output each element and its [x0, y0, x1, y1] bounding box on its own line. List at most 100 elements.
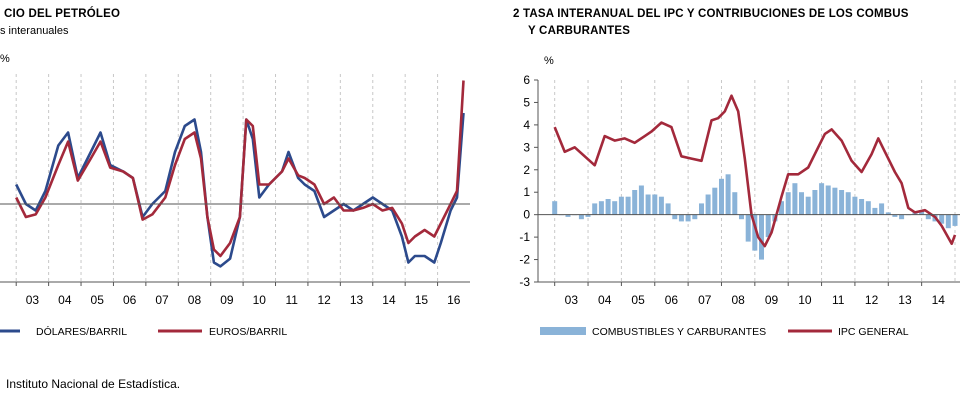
left-x-tick-label: 06 — [123, 293, 137, 307]
combustibles-bar — [732, 192, 738, 215]
left-x-tick-label: 10 — [253, 293, 267, 307]
right-x-tick-label: 11 — [832, 293, 845, 307]
right-lines — [553, 94, 957, 248]
right-x-tick-label: 07 — [698, 293, 712, 307]
right-unit-label: % — [544, 55, 554, 67]
combustibles-bar — [825, 185, 831, 215]
combustibles-bar — [652, 194, 658, 215]
right-x-tick-label: 12 — [865, 293, 879, 307]
combustibles-bar — [785, 192, 791, 215]
series-line-dollars — [15, 112, 465, 268]
combustibles-bar — [885, 212, 891, 215]
combustibles-bar — [919, 210, 925, 215]
left-lines — [15, 80, 465, 268]
combustibles-bar — [692, 214, 698, 220]
combustibles-bar — [672, 214, 678, 220]
combustibles-bar — [565, 214, 571, 217]
combustibles-bar — [632, 190, 638, 215]
combustibles-bar — [585, 214, 591, 217]
combustibles-bar — [658, 196, 664, 215]
combustibles-bar — [665, 203, 671, 215]
combustibles-bar — [712, 187, 718, 215]
series-line-euros — [15, 80, 465, 258]
combustibles-bar — [699, 203, 704, 215]
combustibles-bar — [618, 196, 624, 215]
left-x-tick-label: 05 — [91, 293, 105, 307]
right-x-tick-label: 03 — [565, 293, 579, 307]
combustibles-bar — [759, 214, 764, 260]
left-chart-subtitle: s interanuales — [0, 25, 69, 37]
left-unit-label: % — [0, 53, 10, 65]
combustibles-bar — [892, 214, 898, 217]
combustibles-bar — [939, 214, 945, 224]
combustibles-bar — [832, 187, 838, 215]
right-y-tick-label: 4 — [523, 118, 530, 132]
left-legend: DÓLARES/BARRIL EUROS/BARRIL — [0, 325, 287, 338]
combustibles-bar — [779, 201, 784, 215]
combustibles-bar — [592, 203, 598, 215]
left-x-tick-label: 11 — [285, 293, 298, 307]
right-x-tick-label: 10 — [798, 293, 812, 307]
right-x-tick-label: 05 — [631, 293, 645, 307]
right-x-tick-label: 04 — [598, 293, 612, 307]
combustibles-bar — [925, 214, 931, 220]
combustibles-bar — [945, 214, 951, 229]
combustibles-bar — [645, 194, 651, 215]
combustibles-bar — [765, 214, 771, 238]
combustibles-bar — [739, 214, 744, 220]
right-x-tick-label: 08 — [731, 293, 745, 307]
combustibles-bar — [752, 214, 758, 251]
combustibles-bar — [678, 214, 684, 222]
right-x-tick-label: 06 — [665, 293, 679, 307]
right-chart-title-line2: Y CARBURANTES — [528, 25, 630, 37]
combustibles-bar — [638, 185, 644, 215]
left-x-tick-label: 08 — [188, 293, 202, 307]
combustibles-bar — [845, 192, 851, 215]
right-legend: COMBUSTIBLES Y CARBURANTES IPC GENERAL — [540, 326, 909, 338]
combustibles-bar — [552, 201, 558, 215]
combustibles-bar — [812, 190, 818, 215]
combustibles-bar — [719, 178, 724, 215]
right-grid — [554, 80, 956, 282]
combustibles-bar — [952, 214, 958, 226]
combustibles-bar — [625, 196, 631, 215]
combustibles-bar — [705, 194, 711, 215]
combustibles-bar — [899, 214, 905, 220]
combustibles-bar — [745, 214, 751, 242]
left-x-tick-label: 04 — [58, 293, 72, 307]
left-x-axis: 03 04 05 06 07 08 09 10 11 12 13 14 15 16 — [0, 203, 470, 307]
right-y-tick-label: -1 — [519, 230, 530, 244]
left-x-tick-label: 13 — [350, 293, 364, 307]
right-y-tick-label: 6 — [523, 73, 530, 87]
combustibles-bar — [605, 199, 611, 215]
right-y-tick-label: -2 — [519, 253, 530, 267]
combustibles-bar — [859, 199, 865, 215]
legend-label-euros: EUROS/BARRIL — [209, 326, 287, 338]
left-x-tick-label: 07 — [155, 293, 169, 307]
legend-label-ipc: IPC GENERAL — [838, 326, 909, 338]
combustibles-bar — [598, 201, 604, 215]
right-chart-title-line1: 2 TASA INTERANUAL DEL IPC Y CONTRIBUCION… — [513, 8, 909, 20]
right-y-tick-label: -3 — [519, 275, 530, 289]
left-x-tick-label: 09 — [220, 293, 234, 307]
right-y-tick-label: 1 — [523, 185, 530, 199]
legend-label-combustibles: COMBUSTIBLES Y CARBURANTES — [592, 326, 766, 338]
right-y-tick-label: 0 — [523, 208, 530, 222]
left-x-tick-label: 14 — [382, 293, 396, 307]
right-y-tick-label: 5 — [523, 95, 530, 109]
source-note: Instituto Nacional de Estadística. — [6, 377, 180, 391]
left-x-tick-label: 12 — [317, 293, 331, 307]
combustibles-bar — [725, 174, 731, 215]
right-x-tick-label: 09 — [765, 293, 779, 307]
right-bars — [552, 174, 958, 260]
combustibles-bar — [865, 201, 871, 215]
combustibles-bar — [792, 183, 798, 215]
left-x-tick-label: 03 — [26, 293, 40, 307]
combustibles-bar — [872, 207, 878, 215]
legend-label-dollars: DÓLARES/BARRIL — [36, 325, 127, 338]
combustibles-bar — [578, 214, 584, 220]
combustibles-bar — [612, 201, 618, 215]
